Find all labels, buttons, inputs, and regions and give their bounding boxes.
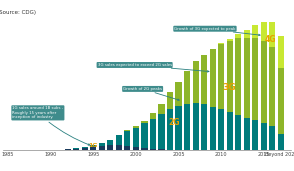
Bar bbox=[158, 114, 165, 149]
Bar bbox=[133, 128, 139, 147]
Bar bbox=[244, 30, 250, 38]
Bar bbox=[99, 143, 105, 146]
Bar bbox=[278, 68, 284, 134]
Bar bbox=[269, 47, 275, 126]
Bar bbox=[227, 41, 233, 112]
Bar bbox=[261, 123, 267, 150]
Bar bbox=[184, 71, 190, 104]
Bar bbox=[150, 113, 156, 119]
Bar bbox=[90, 145, 96, 147]
Bar bbox=[235, 38, 241, 115]
Text: 4G: 4G bbox=[265, 35, 276, 44]
Bar bbox=[167, 93, 173, 109]
Bar bbox=[158, 149, 165, 150]
Text: 1G sales around 1B subs -
Roughly 15 years after
inception of industry.: 1G sales around 1B subs - Roughly 15 yea… bbox=[12, 106, 90, 145]
Text: Growth of 2G peaks: Growth of 2G peaks bbox=[123, 87, 179, 100]
Bar bbox=[141, 148, 148, 150]
Bar bbox=[278, 134, 284, 150]
Bar bbox=[278, 36, 284, 68]
Bar bbox=[218, 43, 224, 44]
Bar bbox=[176, 82, 182, 106]
Bar bbox=[90, 147, 96, 150]
Bar bbox=[141, 123, 148, 148]
Bar bbox=[116, 135, 122, 145]
Text: 1G: 1G bbox=[88, 143, 98, 148]
Bar bbox=[116, 145, 122, 150]
Bar bbox=[176, 106, 182, 150]
Bar bbox=[82, 147, 88, 148]
Bar bbox=[235, 115, 241, 150]
Bar bbox=[235, 34, 241, 38]
Bar bbox=[269, 126, 275, 150]
Text: Growth of 3G expected to peak: Growth of 3G expected to peak bbox=[174, 27, 260, 36]
Bar bbox=[133, 147, 139, 150]
Text: 2G: 2G bbox=[168, 117, 180, 127]
Bar bbox=[73, 149, 79, 150]
Text: 3G sales expected to exceed 2G sales: 3G sales expected to exceed 2G sales bbox=[98, 63, 209, 72]
Bar bbox=[218, 44, 224, 109]
Bar bbox=[201, 104, 207, 150]
Bar bbox=[218, 109, 224, 150]
Bar bbox=[201, 55, 207, 104]
Bar bbox=[210, 107, 216, 150]
Bar bbox=[184, 104, 190, 150]
Bar bbox=[150, 119, 156, 149]
Bar bbox=[167, 109, 173, 150]
Text: (Source: CDG): (Source: CDG) bbox=[0, 10, 36, 15]
Bar bbox=[193, 103, 199, 150]
Bar bbox=[227, 39, 233, 41]
Bar bbox=[210, 49, 216, 107]
Bar bbox=[269, 22, 275, 47]
Bar bbox=[141, 121, 148, 123]
Bar bbox=[150, 149, 156, 150]
Bar bbox=[261, 41, 267, 123]
Bar bbox=[107, 140, 113, 145]
Bar bbox=[244, 38, 250, 118]
Bar bbox=[133, 127, 139, 128]
Bar bbox=[193, 62, 199, 103]
Bar bbox=[107, 145, 113, 150]
Bar bbox=[252, 25, 258, 38]
Bar bbox=[124, 130, 131, 146]
Bar bbox=[124, 146, 131, 150]
Bar bbox=[252, 38, 258, 120]
Bar bbox=[65, 149, 71, 150]
Bar bbox=[261, 22, 267, 41]
Bar bbox=[158, 104, 165, 114]
Bar bbox=[73, 148, 79, 149]
Text: 3G: 3G bbox=[223, 83, 236, 92]
Bar bbox=[99, 146, 105, 150]
Bar bbox=[227, 112, 233, 150]
Bar bbox=[244, 118, 250, 150]
Bar bbox=[82, 148, 88, 150]
Bar bbox=[252, 120, 258, 150]
